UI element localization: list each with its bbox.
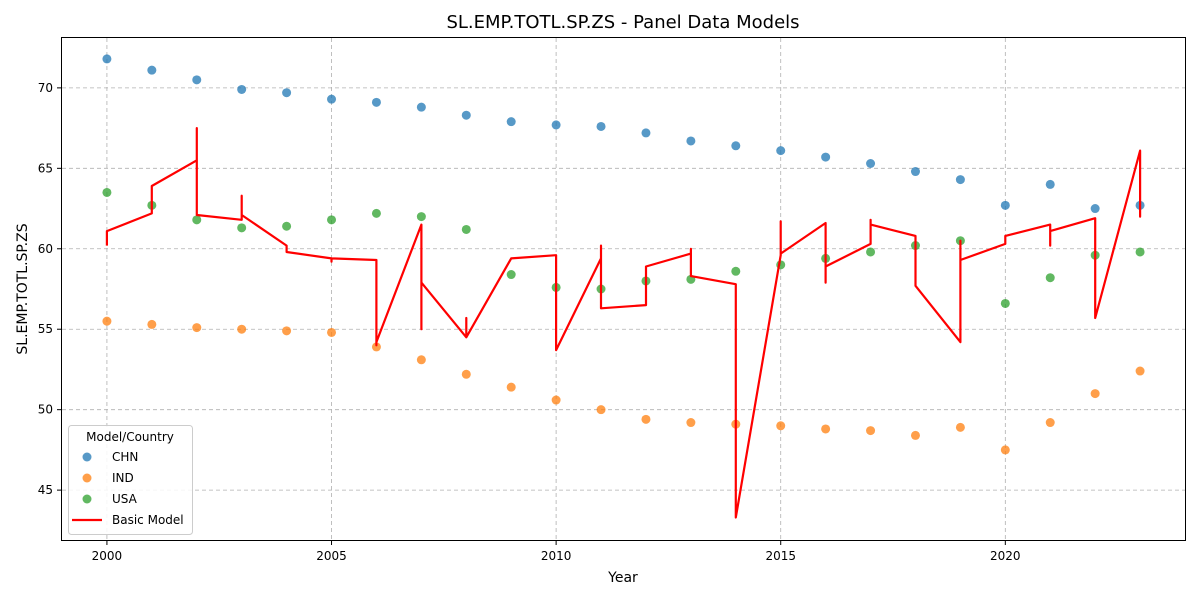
point-ind xyxy=(955,422,965,432)
legend-box xyxy=(68,425,193,535)
point-usa xyxy=(866,247,876,257)
point-usa xyxy=(506,270,516,280)
x-axis-label: Year xyxy=(607,570,638,586)
point-chn xyxy=(866,159,876,168)
point-chn xyxy=(147,65,157,75)
point-ind xyxy=(551,395,561,405)
point-usa xyxy=(416,212,426,222)
point-ind xyxy=(506,382,516,392)
point-chn xyxy=(416,102,426,112)
point-usa xyxy=(1045,273,1055,283)
x-tick-label: 2005 xyxy=(316,549,347,563)
x-tick-label: 2000 xyxy=(92,549,123,563)
point-ind xyxy=(866,426,876,436)
legend-marker-usa xyxy=(82,494,92,504)
point-chn xyxy=(731,141,741,151)
point-ind xyxy=(237,324,247,334)
legend-label-basic-model: Basic Model xyxy=(112,513,184,527)
y-tick-label: 70 xyxy=(38,81,53,95)
y-tick-label: 50 xyxy=(38,403,53,417)
point-usa xyxy=(1000,298,1010,308)
point-ind xyxy=(461,369,471,379)
plot-frame xyxy=(61,37,1186,541)
point-usa xyxy=(731,266,741,276)
x-tick-label: 2020 xyxy=(990,549,1021,563)
point-ind xyxy=(821,424,831,434)
legend-marker-chn xyxy=(82,452,92,462)
point-chn xyxy=(327,94,337,104)
point-ind xyxy=(686,418,696,428)
point-chn xyxy=(955,175,965,185)
point-chn xyxy=(102,54,112,64)
point-chn xyxy=(461,110,471,120)
legend-label-chn: CHN xyxy=(112,450,138,464)
point-chn xyxy=(910,167,920,177)
point-chn xyxy=(1000,200,1010,210)
plot-area xyxy=(102,54,1145,519)
point-chn xyxy=(1090,204,1100,214)
point-ind xyxy=(1135,366,1145,376)
x-tick-label: 2010 xyxy=(541,549,572,563)
y-tick-label: 65 xyxy=(38,161,53,175)
gridlines xyxy=(62,38,1185,540)
point-usa xyxy=(461,224,471,234)
point-chn xyxy=(596,121,606,131)
point-ind xyxy=(147,319,157,329)
point-ind xyxy=(1000,445,1010,455)
point-ind xyxy=(910,430,920,440)
line-basic-model xyxy=(105,127,1142,519)
legend: Model/Country CHN IND USA Basic Model xyxy=(68,425,193,535)
point-ind xyxy=(416,355,426,365)
series-usa xyxy=(102,187,1145,308)
y-axis-ticks: 45 50 55 60 65 70 xyxy=(38,81,62,497)
point-chn xyxy=(686,136,696,146)
point-ind xyxy=(327,327,337,337)
point-usa xyxy=(1135,247,1145,257)
point-ind xyxy=(1045,418,1055,428)
point-ind xyxy=(776,421,786,431)
point-usa xyxy=(327,215,337,225)
point-usa xyxy=(371,208,381,218)
series-ind xyxy=(102,316,1145,455)
y-axis-label: SL.EMP.TOTL.SP.ZS xyxy=(15,223,31,354)
point-chn xyxy=(551,120,561,130)
legend-label-ind: IND xyxy=(112,471,134,485)
y-tick-label: 45 xyxy=(38,483,53,497)
point-chn xyxy=(821,152,831,162)
x-axis-ticks: 2000 2005 2010 2015 2020 xyxy=(92,540,1021,563)
point-usa xyxy=(237,223,247,233)
legend-title: Model/Country xyxy=(86,430,174,444)
x-tick-label: 2015 xyxy=(765,549,796,563)
point-ind xyxy=(596,405,606,415)
legend-items: CHN IND USA Basic Model xyxy=(72,450,184,527)
point-chn xyxy=(1045,179,1055,189)
point-chn xyxy=(282,88,292,98)
point-usa xyxy=(192,215,202,225)
y-tick-label: 55 xyxy=(38,322,53,336)
point-chn xyxy=(506,117,516,127)
legend-marker-ind xyxy=(82,473,92,483)
y-tick-label: 60 xyxy=(38,242,53,256)
series-chn xyxy=(102,54,1145,214)
point-ind xyxy=(192,323,202,333)
point-chn xyxy=(371,97,381,107)
point-ind xyxy=(282,326,292,336)
point-usa xyxy=(282,221,292,231)
point-chn xyxy=(641,128,651,138)
point-chn xyxy=(192,75,202,85)
point-ind xyxy=(641,414,651,424)
point-ind xyxy=(371,342,381,352)
chart-title: SL.EMP.TOTL.SP.ZS - Panel Data Models xyxy=(446,12,799,33)
point-ind xyxy=(1090,389,1100,399)
point-chn xyxy=(237,84,247,94)
legend-label-usa: USA xyxy=(112,492,138,506)
point-chn xyxy=(776,146,786,156)
point-usa xyxy=(102,187,112,197)
point-ind xyxy=(102,316,112,326)
